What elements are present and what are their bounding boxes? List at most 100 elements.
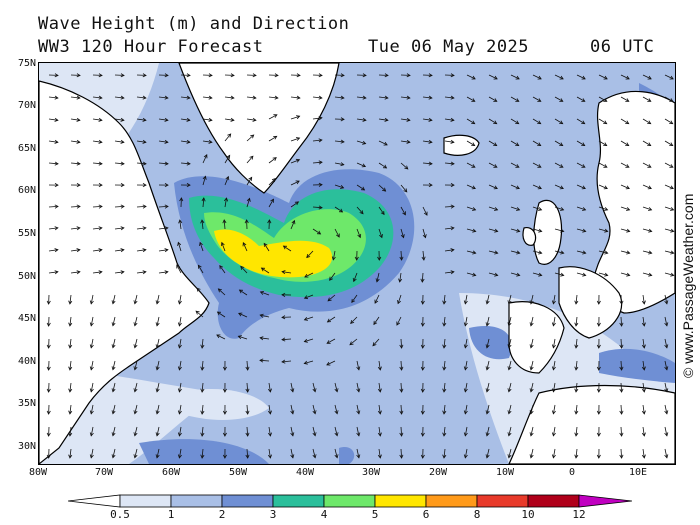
wave-arrow-head [208, 117, 213, 122]
wave-arrow-head [538, 228, 543, 233]
wave-arrow-head [648, 250, 653, 255]
wave-arrow-head [334, 454, 339, 459]
wave-arrow-head [120, 270, 125, 275]
wave-arrow-shaft [664, 140, 673, 146]
wave-arrow-head [485, 388, 490, 393]
wave-arrow-shaft [353, 272, 358, 282]
wave-arrow-shaft [219, 265, 226, 274]
wave-arrow-shaft [112, 448, 116, 458]
wave-arrow-head [529, 432, 534, 437]
wave-arrow-head [403, 188, 408, 193]
wave-arrow-shaft [112, 382, 116, 392]
wave-arrow-shaft [598, 206, 608, 211]
wave-arrow-shaft [466, 118, 475, 125]
wave-arrow-head [76, 117, 81, 122]
wave-arrow-shaft [642, 360, 645, 370]
wave-arrow-shaft [530, 404, 534, 414]
wave-arrow-shaft [444, 206, 455, 208]
wave-arrow-shaft [486, 360, 490, 370]
north-america-land [39, 80, 210, 464]
wave-arrow-head [164, 161, 169, 166]
wave-arrow-head [560, 207, 565, 211]
wave-arrow-shaft [158, 96, 168, 99]
wave-arrow-head [494, 250, 499, 255]
map-title: Wave Height (m) and Direction [38, 14, 350, 34]
wave-arrow-shaft [664, 426, 668, 436]
wave-arrow-head [529, 344, 534, 349]
wave-arrow-head [471, 185, 476, 190]
wave-arrow-head [76, 248, 81, 253]
wave-arrow-shaft [598, 272, 608, 276]
wave-arrow-shaft [134, 360, 138, 370]
wave-arrow-shaft [575, 294, 578, 304]
wave-arrow-head [133, 300, 138, 305]
wave-arrow-head [177, 322, 182, 327]
greenland-land [178, 63, 340, 194]
wave-arrow-shaft [179, 360, 182, 370]
wave-arrow-shaft [642, 250, 652, 254]
wave-arrow-head [551, 410, 556, 415]
wave-arrow-shaft [486, 448, 490, 458]
wave-map[interactable] [38, 62, 676, 465]
wave-arrow-head [619, 432, 624, 437]
wave-arrow-head [664, 454, 669, 459]
wave-arrow-shaft [532, 96, 541, 102]
wave-arrow-head [373, 320, 378, 326]
wave-arrow-shaft [575, 338, 578, 348]
wave-arrow-shaft [304, 338, 314, 342]
wave-arrow-head [245, 432, 250, 437]
wave-arrow-shaft [510, 184, 520, 189]
wave-arrow-shaft [422, 206, 428, 216]
wave-arrow-head [648, 272, 653, 277]
wave-arrow-head [581, 75, 586, 80]
wave-arrow-head [98, 226, 103, 231]
wave-arrow-shaft [356, 448, 360, 458]
wave-arrow-head [164, 248, 169, 253]
wave-arrow-head [559, 75, 564, 80]
wave-arrow-shaft [664, 382, 668, 392]
wave-arrow-shaft [554, 96, 563, 102]
wave-arrow-shaft [466, 184, 476, 189]
wave-arrow-head [120, 161, 125, 166]
wave-arrow-head [537, 75, 542, 80]
wave-arrow-head [619, 454, 624, 459]
wave-arrow-shaft [180, 140, 190, 143]
wave-arrow-head [450, 248, 455, 253]
wave-arrow-shaft [196, 287, 204, 296]
wave-arrow-head [177, 432, 182, 437]
wave-arrow-head [463, 388, 468, 393]
wave-arrow-shaft [290, 382, 294, 392]
wave-arrow-head [574, 366, 579, 371]
wave-arrow-head [98, 183, 103, 188]
wave-arrow-head [648, 207, 653, 211]
wave-arrow-shaft [444, 96, 454, 99]
wave-arrow-head [428, 73, 433, 78]
wave-arrow-head [529, 388, 534, 393]
wave-arrow-shaft [400, 140, 410, 143]
wave-arrow-shaft [422, 228, 426, 238]
wave-arrow-shaft [576, 250, 586, 254]
wave-arrow-head [362, 140, 367, 145]
wave-arrow-head [242, 242, 247, 247]
wave-arrow-head [420, 322, 425, 327]
wave-arrow-shaft [486, 404, 490, 414]
mediterranean-sea [599, 348, 675, 383]
wave-arrow-head [303, 295, 309, 300]
wave-arrow-head [442, 344, 447, 349]
wave-arrow-shaft [664, 448, 668, 458]
wave-arrow-head [619, 410, 624, 415]
wave-arrow-shaft [508, 448, 512, 458]
wave-arrow-shaft [332, 250, 336, 260]
wave-arrow-head [664, 388, 669, 393]
wave-arrow-shaft [510, 140, 519, 146]
wave-arrow-shaft [464, 360, 468, 370]
wave-arrow-shaft [114, 249, 124, 252]
wave-arrow-head [359, 210, 364, 215]
lat-label: 70N [17, 100, 36, 111]
wave-arrow-shaft [575, 426, 578, 436]
wave-arrow-head [222, 366, 227, 371]
wave-arrow-head [202, 175, 207, 180]
wave-arrow-head [641, 410, 646, 415]
wave-arrow-head [581, 164, 586, 168]
wave-arrow-head [493, 120, 498, 125]
